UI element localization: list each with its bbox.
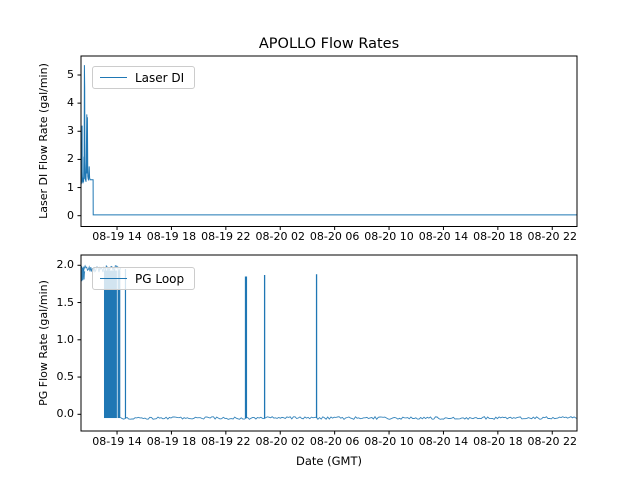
x-tick-label: 08-19 18 <box>146 230 197 243</box>
x-tick-label: 08-20 18 <box>473 434 523 448</box>
x-tick-label: 08-20 02 <box>255 434 305 448</box>
x-tick-label: 08-20 18 <box>473 230 523 243</box>
noise-band-line <box>80 266 86 282</box>
x-tick-label: 08-20 14 <box>418 230 469 243</box>
y-tick-label: 2.0 <box>56 258 75 272</box>
y-tick-label: 3 <box>67 124 74 138</box>
figure-title: APOLLO Flow Rates <box>258 36 400 52</box>
y-tick-label: 1.5 <box>56 295 75 309</box>
x-axis-label: Date (GMT) <box>296 454 362 468</box>
x-tick-label: 08-20 06 <box>309 434 360 448</box>
legend-line-sample <box>100 77 127 78</box>
y-tick-label: 0 <box>67 208 74 222</box>
x-tick-label: 08-19 18 <box>146 434 197 448</box>
y-tick-label: 0.0 <box>56 407 75 421</box>
y-tick-label: 1.0 <box>56 332 75 346</box>
y-tick-label: 1 <box>67 180 74 194</box>
x-tick-label: 08-20 10 <box>364 230 414 243</box>
x-tick-label: 08-19 14 <box>92 434 142 448</box>
x-tick-label: 08-20 10 <box>364 434 414 448</box>
x-tick-label: 08-20 14 <box>418 434 469 448</box>
legend-label: PG Loop <box>135 271 185 286</box>
legend-label: Laser DI <box>135 70 185 85</box>
x-tick-label: 08-20 06 <box>309 230 360 243</box>
x-tick-label: 08-19 22 <box>201 230 251 243</box>
y-tick-label: 2 <box>67 152 74 166</box>
x-tick-label: 08-20 22 <box>527 230 577 243</box>
axes-frame <box>80 254 578 432</box>
x-tick-label: 08-20 22 <box>527 434 577 448</box>
oscillation-block <box>117 270 121 419</box>
axes-frame <box>80 55 578 227</box>
y-tick-label: 5 <box>67 67 74 81</box>
y-tick-label: 4 <box>67 96 74 110</box>
oscillation-block <box>103 270 117 419</box>
x-tick-label: 08-20 02 <box>255 230 305 243</box>
laser-di-series-line <box>80 65 577 216</box>
legend-laser-di: Laser DI <box>92 66 195 89</box>
x-tick-label: 08-19 22 <box>201 434 251 448</box>
legend-line-sample <box>100 278 127 279</box>
legend-pg-loop: PG Loop <box>92 267 195 290</box>
noise-band-line <box>120 415 578 421</box>
x-tick-label: 08-19 14 <box>92 230 142 243</box>
y-tick-label: 0.5 <box>56 370 75 384</box>
